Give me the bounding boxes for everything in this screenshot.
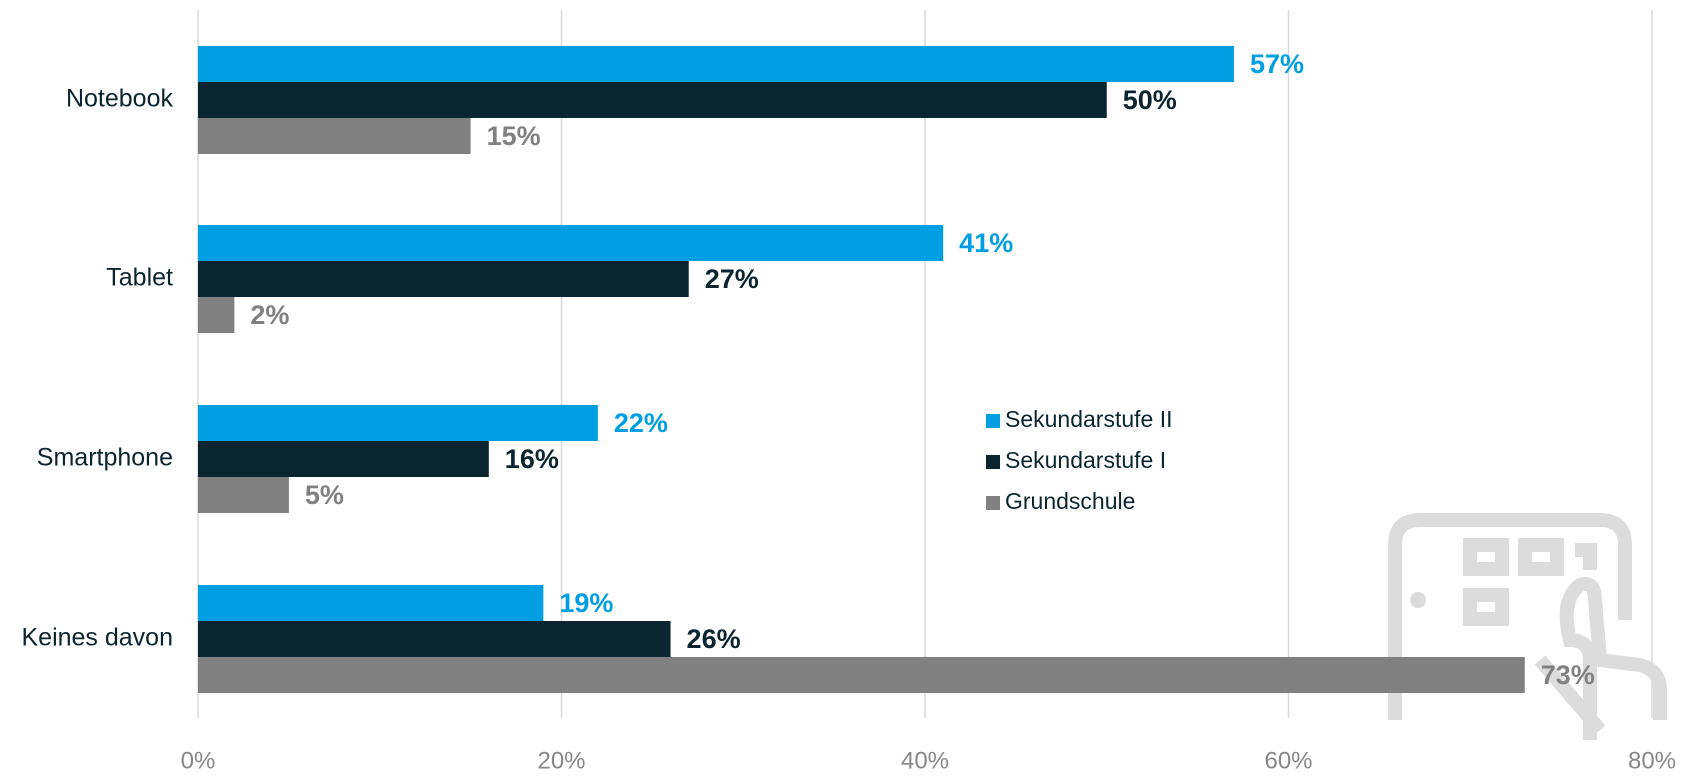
legend-label: Grundschule bbox=[1005, 488, 1135, 514]
x-tick-label: 0% bbox=[181, 747, 216, 772]
x-tick-label: 20% bbox=[537, 747, 585, 772]
bar bbox=[198, 46, 1234, 82]
data-label: 5% bbox=[305, 480, 344, 510]
data-label: 22% bbox=[614, 408, 668, 438]
category-label: Keines davon bbox=[21, 624, 173, 652]
data-label: 27% bbox=[705, 264, 759, 294]
x-tick-label: 60% bbox=[1264, 747, 1312, 772]
x-tick-label: 40% bbox=[901, 747, 949, 772]
category-label: Tablet bbox=[106, 264, 173, 292]
data-label: 15% bbox=[487, 121, 541, 151]
data-label: 16% bbox=[505, 444, 559, 474]
bar bbox=[198, 585, 544, 621]
bar bbox=[198, 657, 1525, 693]
legend-swatch bbox=[986, 455, 1000, 469]
bar bbox=[198, 441, 489, 477]
data-label: 41% bbox=[959, 228, 1013, 258]
x-tick-label: 80% bbox=[1628, 747, 1676, 772]
bar bbox=[198, 225, 944, 261]
legend-swatch bbox=[986, 414, 1000, 428]
data-label: 26% bbox=[687, 624, 741, 654]
bar bbox=[198, 118, 471, 154]
legend-swatch bbox=[986, 496, 1000, 510]
bar bbox=[198, 405, 598, 441]
bar bbox=[198, 621, 671, 657]
bar bbox=[198, 261, 689, 297]
data-label: 2% bbox=[250, 300, 289, 330]
data-label: 57% bbox=[1250, 49, 1304, 79]
legend-label: Sekundarstufe I bbox=[1005, 447, 1166, 473]
category-label: Smartphone bbox=[37, 444, 173, 472]
legend-label: Sekundarstufe II bbox=[1005, 406, 1173, 432]
category-label: Notebook bbox=[66, 85, 174, 113]
watermark-icon bbox=[1388, 513, 1667, 740]
bar bbox=[198, 82, 1107, 118]
bar bbox=[198, 297, 235, 333]
data-label: 19% bbox=[559, 588, 613, 618]
watermark-dot bbox=[1410, 592, 1426, 608]
bar bbox=[198, 477, 289, 513]
data-label: 50% bbox=[1123, 85, 1177, 115]
data-label: 73% bbox=[1541, 660, 1595, 690]
